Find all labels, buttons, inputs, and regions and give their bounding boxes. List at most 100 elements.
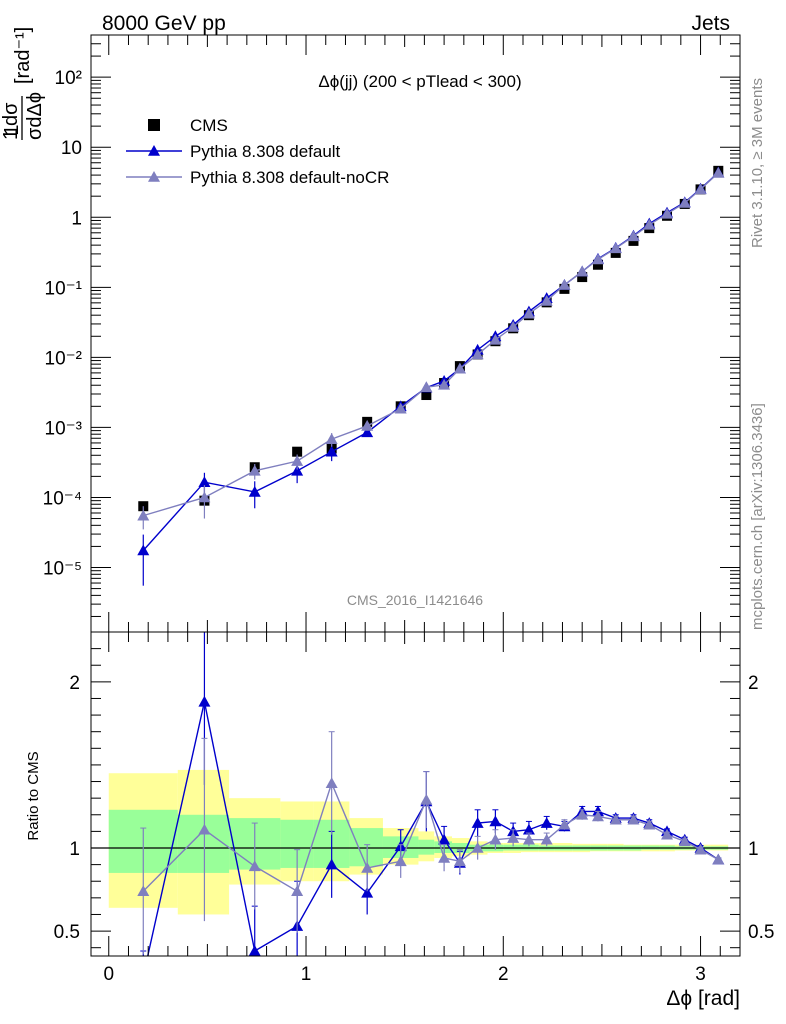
ratio-point (198, 695, 211, 707)
series-cms (138, 165, 724, 512)
x-tick-label: 0 (103, 964, 114, 985)
data-point-mc (643, 218, 656, 230)
data-point-mc (291, 464, 304, 476)
uncertainty-band-green (434, 841, 452, 853)
data-point-mc (609, 242, 622, 254)
data-point-mc (361, 419, 374, 431)
main-frame (90, 34, 741, 633)
ratio-panel: 0 1 2 3 0.5 0.5 1 1 2 2 Ratio to CMS Δϕ [rad] (25, 631, 774, 1010)
series-line (142, 172, 719, 551)
data-point-mc (453, 362, 466, 374)
data-point-mc (522, 307, 535, 319)
data-point-mc (489, 333, 502, 345)
data-point-mc (558, 278, 571, 290)
uncertainty-band-green (418, 839, 435, 855)
y-tick-label-ratio: 0.5 (54, 922, 80, 943)
y-tick-label-main: 10² (55, 68, 82, 89)
data-point-mc (661, 207, 674, 219)
data-point-cms (592, 259, 603, 270)
svg-text:1: 1 (0, 129, 22, 140)
ratio-point (137, 970, 149, 981)
ratio-point (576, 808, 589, 820)
ratio-point (694, 843, 707, 855)
series-pythia-nocr (137, 166, 725, 530)
mcplots-label: mcplots.cern.ch [arXiv:1306.3436] (749, 403, 766, 630)
ratio-point (627, 813, 640, 825)
data-point-mc (394, 402, 407, 414)
legend-label: Pythia 8.308 default (190, 142, 341, 161)
data-point-cms (577, 272, 588, 283)
y-tick-label-ratio-right: 0.5 (748, 922, 774, 943)
x-tick-label: 1 (301, 964, 312, 985)
data-point-mc (712, 166, 725, 178)
ratio-point (609, 813, 622, 825)
series-line (143, 172, 719, 517)
beam-label: 8000 GeV pp (102, 12, 226, 35)
ratio-series-pythia-nocr (137, 731, 725, 955)
y-tick-label-ratio: 1 (69, 839, 80, 860)
y-tick-label-ratio-right: 2 (748, 673, 759, 694)
legend-label: CMS (190, 116, 228, 135)
data-point-mc (291, 455, 304, 466)
ratio-point (522, 833, 535, 845)
svg-text:[rad⁻¹]: [rad⁻¹] (12, 27, 34, 84)
ratio-point (661, 828, 674, 840)
ratio-y-label: Ratio to CMS (25, 751, 42, 840)
data-point-mc (248, 464, 261, 476)
data-point-mc (248, 485, 261, 497)
data-point-mc (591, 253, 604, 265)
data-point-cms (421, 390, 432, 401)
ratio-point (325, 858, 338, 870)
data-point-mc (137, 509, 150, 521)
ratio-point (420, 793, 433, 805)
ratio-point (558, 818, 571, 830)
y-tick-label-main: 10 (61, 138, 82, 159)
ratio-point (325, 777, 338, 788)
y-tick-label-main: 1 (71, 208, 82, 229)
ratio-point (453, 855, 466, 867)
ratio-frame (90, 631, 741, 957)
y-tick-label-main: 10⁻² (45, 348, 83, 369)
ratio-point (471, 817, 484, 828)
ratio-point (507, 832, 520, 843)
ratio-point (438, 833, 451, 845)
ratio-point (394, 855, 407, 867)
data-point-mc (471, 348, 484, 360)
legend-marker-cms (148, 119, 160, 131)
ratio-point (522, 823, 535, 835)
data-point-mc (694, 183, 707, 195)
x-tick-label: 2 (498, 964, 509, 985)
y-axis-label-main: 1 1 dσ σdΔϕ [rad⁻¹] (0, 27, 46, 140)
ratio-point (489, 815, 502, 827)
ratio-point (438, 851, 451, 863)
ratio-point (643, 818, 656, 830)
data-point-mc (540, 294, 553, 306)
legend-marker-mc (148, 145, 160, 156)
data-point-mc (325, 445, 338, 457)
ratio-point (540, 833, 553, 845)
ratio-point (361, 886, 374, 898)
ratio-point (137, 885, 150, 896)
data-point-mc (420, 381, 433, 392)
data-point-mc (198, 476, 211, 488)
data-point-mc (198, 491, 211, 503)
ratio-point (712, 853, 725, 865)
data-point-mc (325, 433, 338, 444)
data-point-mc (137, 544, 150, 556)
ratio-point (678, 835, 691, 847)
y-tick-label-ratio-right: 1 (748, 839, 759, 860)
svg-text:dσ: dσ (0, 102, 22, 126)
rivet-version-label: Rivet 3.1.10, ≥ 3M events (749, 78, 766, 248)
x-axis-label: Δϕ [rad] (666, 987, 740, 1010)
data-point-mc (361, 426, 374, 438)
ratio-point (361, 861, 374, 873)
y-tick-label-main: 10⁻⁴ (43, 488, 82, 509)
data-point-mc (507, 320, 520, 332)
uncertainty-band-green (349, 828, 383, 867)
ratio-point (248, 860, 261, 872)
data-point-cms (292, 446, 303, 457)
y-tick-label-ratio: 2 (69, 673, 80, 694)
data-point-mc (678, 196, 691, 208)
ratio-point (540, 817, 553, 828)
analysis-group-label: Jets (691, 12, 730, 35)
